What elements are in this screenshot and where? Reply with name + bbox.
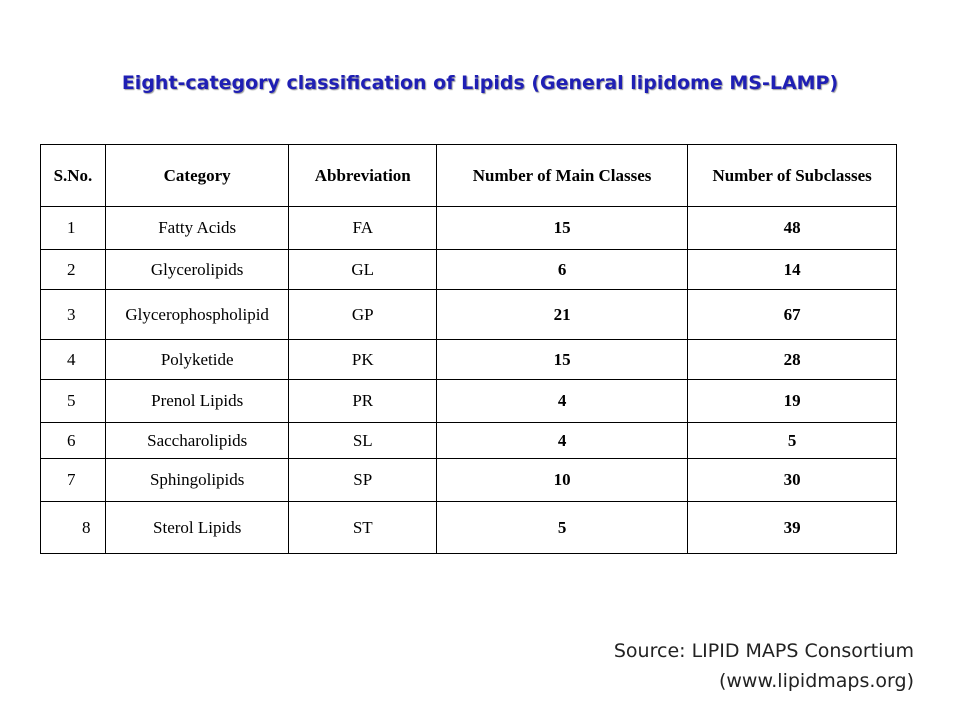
cell-main-classes: 21 <box>435 289 689 340</box>
cell-sno: 5 <box>40 379 106 423</box>
cell-sno: 2 <box>40 249 106 290</box>
source-citation: Source: LIPID MAPS Consortium (www.lipid… <box>614 636 914 696</box>
cell-abbreviation: GL <box>288 249 437 290</box>
slide-title: Eight-category classification of Lipids … <box>121 72 839 94</box>
header-subclasses: Number of Subclasses <box>687 144 897 207</box>
cell-category: Saccharolipids <box>104 422 290 459</box>
cell-main-classes: 4 <box>435 422 689 459</box>
cell-category: Glycerolipids <box>104 249 290 290</box>
cell-main-classes: 5 <box>435 501 689 554</box>
cell-subclasses: 30 <box>687 458 897 502</box>
cell-category: Glycerophospholipid <box>104 289 290 340</box>
header-abbreviation: Abbreviation <box>288 144 437 207</box>
cell-subclasses: 5 <box>687 422 897 459</box>
table-row: 6 Saccharolipids SL 4 5 <box>40 422 897 459</box>
cell-category: Sterol Lipids <box>104 501 290 554</box>
cell-main-classes: 10 <box>435 458 689 502</box>
cell-abbreviation: GP <box>288 289 437 340</box>
cell-category: Sphingolipids <box>104 458 290 502</box>
table-header-row: S.No. Category Abbreviation Number of Ma… <box>40 144 897 207</box>
source-url: (www.lipidmaps.org) <box>718 670 914 692</box>
cell-sno: 8 <box>40 501 106 554</box>
cell-main-classes: 15 <box>435 206 689 250</box>
table-row: 5 Prenol Lipids PR 4 19 <box>40 379 897 423</box>
cell-subclasses: 19 <box>687 379 897 423</box>
cell-main-classes: 15 <box>435 339 689 380</box>
cell-subclasses: 39 <box>687 501 897 554</box>
table-row: 3 Glycerophospholipid GP 21 67 <box>40 289 897 340</box>
table-row: 2 Glycerolipids GL 6 14 <box>40 249 897 290</box>
cell-sno: 6 <box>40 422 106 459</box>
header-category: Category <box>104 144 290 207</box>
cell-subclasses: 14 <box>687 249 897 290</box>
cell-abbreviation: SP <box>288 458 437 502</box>
source-line: Source: LIPID MAPS Consortium <box>613 640 914 662</box>
cell-category: Fatty Acids <box>104 206 290 250</box>
header-sno: S.No. <box>40 144 106 207</box>
table-row: 4 Polyketide PK 15 28 <box>40 339 897 380</box>
cell-main-classes: 4 <box>435 379 689 423</box>
table-row: 8 Sterol Lipids ST 5 39 <box>40 501 897 554</box>
cell-abbreviation: ST <box>288 501 437 554</box>
cell-subclasses: 48 <box>687 206 897 250</box>
cell-subclasses: 28 <box>687 339 897 380</box>
cell-abbreviation: PR <box>288 379 437 423</box>
cell-category: Polyketide <box>104 339 290 380</box>
cell-sno: 4 <box>40 339 106 380</box>
header-main-classes: Number of Main Classes <box>435 144 689 207</box>
cell-main-classes: 6 <box>435 249 689 290</box>
cell-sno: 1 <box>40 206 106 250</box>
cell-subclasses: 67 <box>687 289 897 340</box>
cell-sno: 7 <box>40 458 106 502</box>
table-row: 1 Fatty Acids FA 15 48 <box>40 206 897 250</box>
cell-sno: 3 <box>40 289 106 340</box>
cell-abbreviation: SL <box>288 422 437 459</box>
lipid-classification-table: S.No. Category Abbreviation Number of Ma… <box>40 144 897 554</box>
cell-abbreviation: PK <box>288 339 437 380</box>
table-row: 7 Sphingolipids SP 10 30 <box>40 458 897 502</box>
cell-abbreviation: FA <box>288 206 437 250</box>
cell-category: Prenol Lipids <box>104 379 290 423</box>
